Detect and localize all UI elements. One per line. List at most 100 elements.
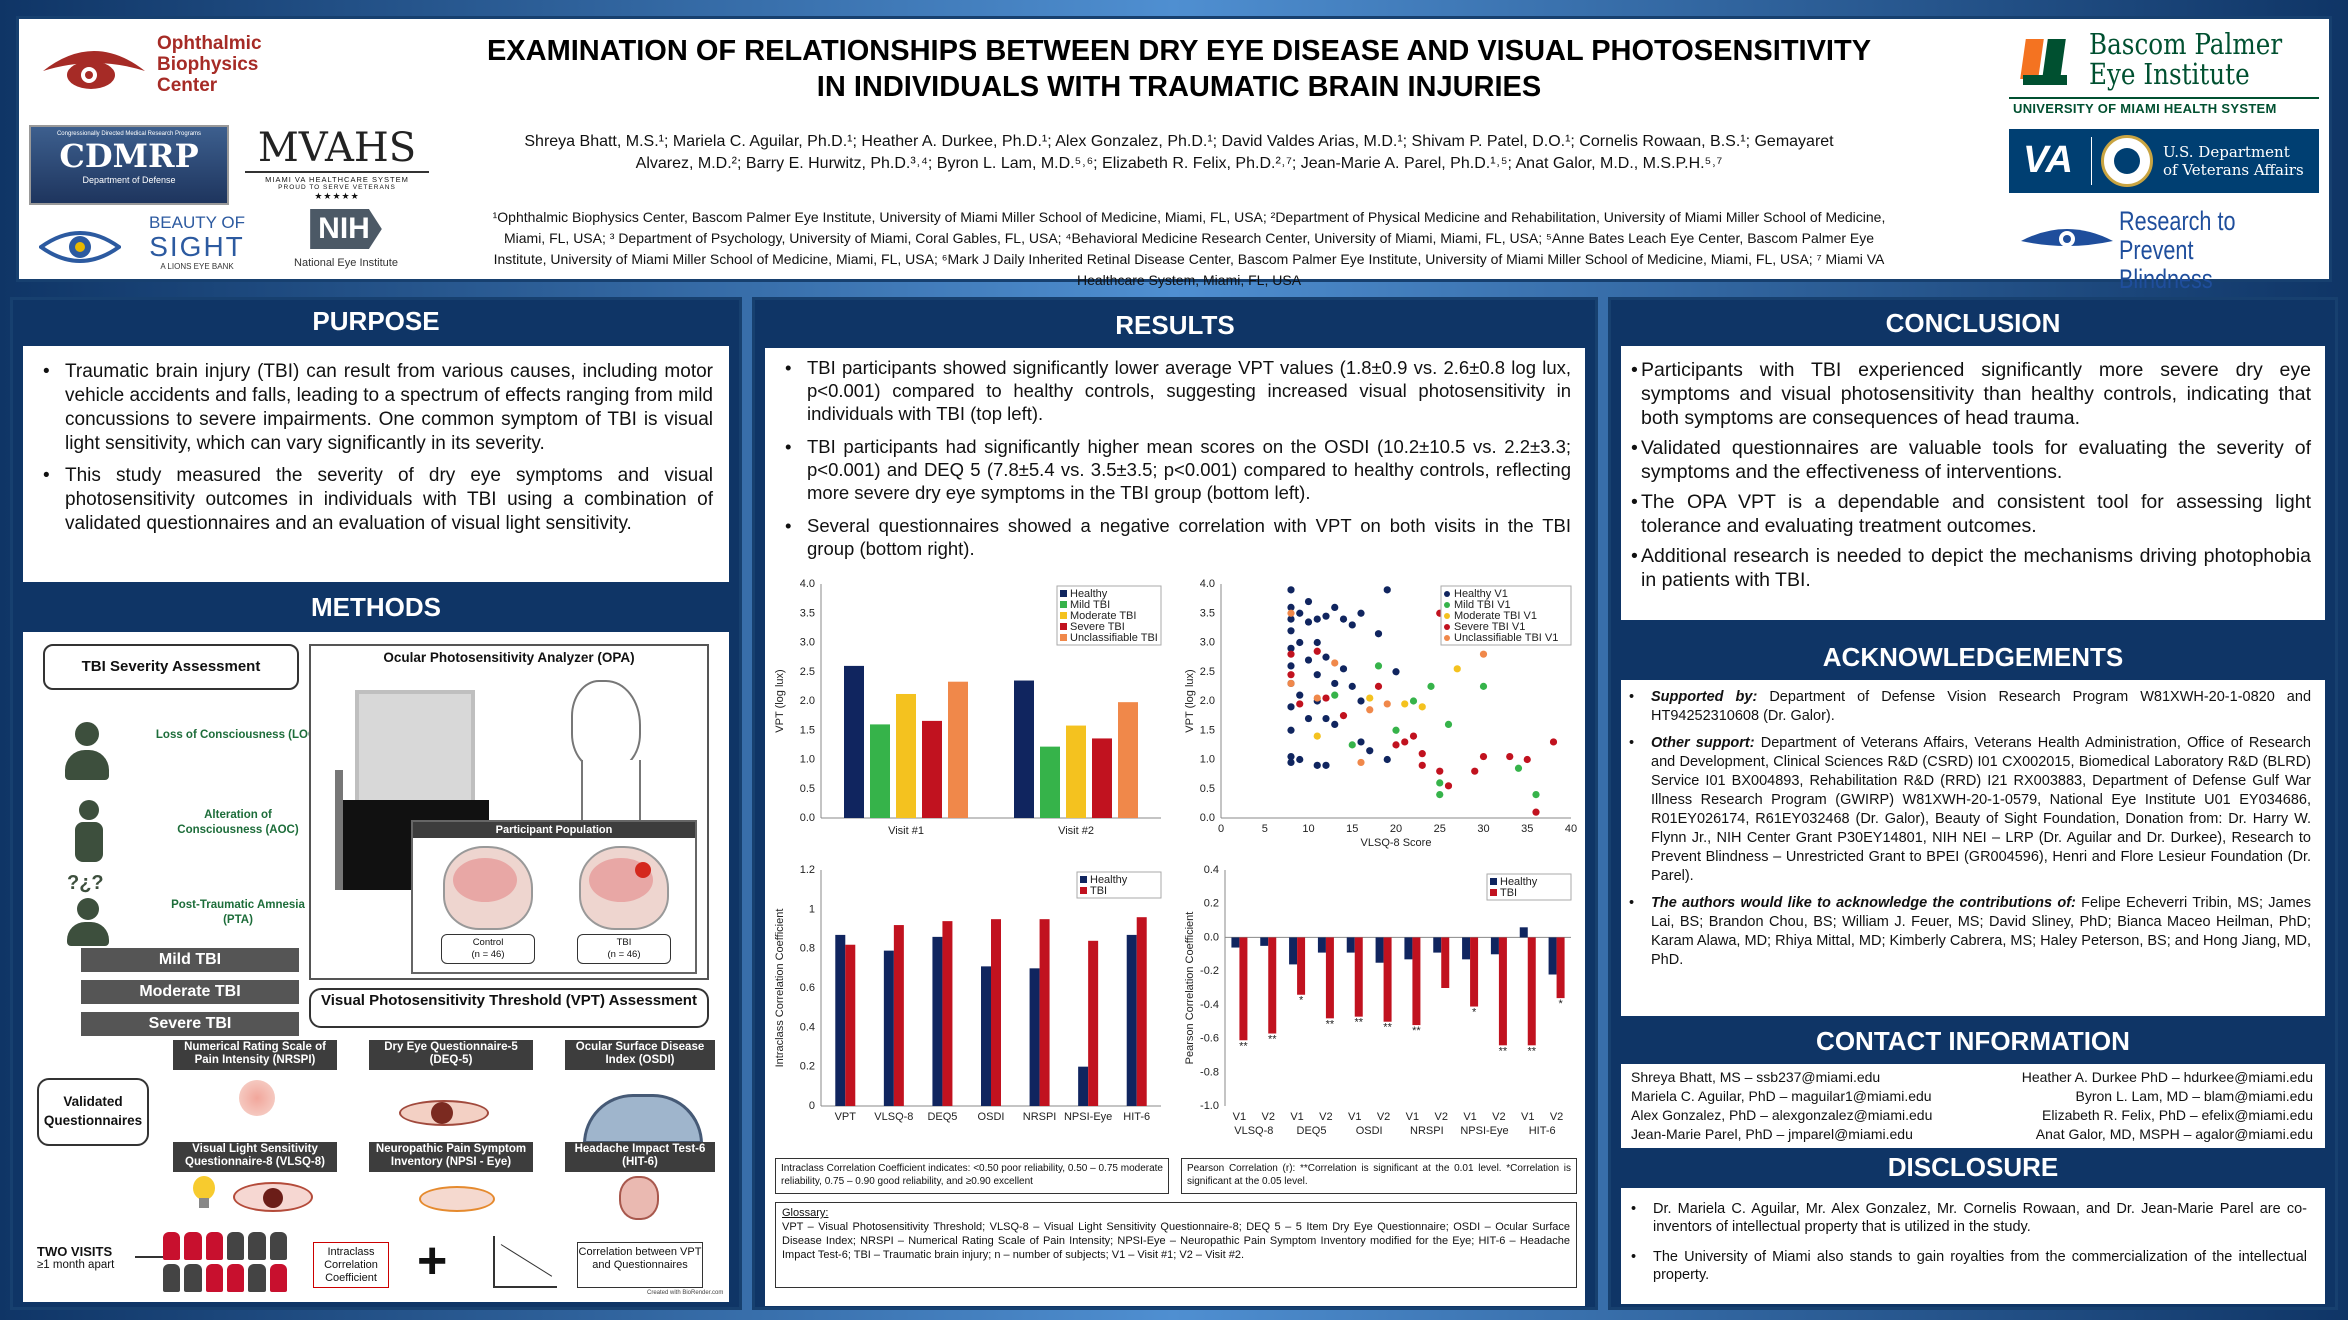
results-item: TBI participants showed significantly lo… <box>779 356 1571 425</box>
scatter-point <box>1296 609 1304 617</box>
cdmrp-sub: Department of Defense <box>82 175 176 185</box>
obc-name-line3: Center <box>157 75 218 96</box>
correlation-box: Correlation between VPT and Questionnair… <box>577 1242 703 1288</box>
methods-heading: METHODS <box>311 592 441 622</box>
y-tick-label: 2.0 <box>1200 695 1215 707</box>
scatter-point <box>1287 603 1295 611</box>
control-brain-icon <box>443 846 533 930</box>
x-group-label: HIT-6 <box>1529 1125 1556 1137</box>
y-tick-label: 0.4 <box>1204 864 1219 876</box>
scatter-point <box>1348 621 1356 629</box>
x-tick-label: Visit #1 <box>888 825 924 837</box>
x-group-label: NRSPI <box>1410 1125 1444 1137</box>
va-seal-icon <box>2101 135 2153 187</box>
y-tick-label: 2.0 <box>800 695 815 707</box>
legend-label: Healthy V1 <box>1454 588 1508 600</box>
cornea-icon <box>583 1078 703 1144</box>
pearson-chart: -1.0 -0.8 -0.6 -0.4 -0.2 0.0 0.2 0.4 Pearson Cor… <box>1184 864 1572 1137</box>
legend-box <box>1440 585 1572 646</box>
person-icon <box>63 722 111 780</box>
mild-tbi-label: Mild TBI <box>81 948 299 972</box>
opa-title: Ocular Photosensitivity Analyzer (OPA) <box>383 650 635 665</box>
bar <box>1548 937 1557 975</box>
bar <box>835 934 846 1106</box>
ack-authors-label: The authors would like to acknowledge th… <box>1651 895 2076 911</box>
x-tick-label: V2 <box>1319 1111 1332 1123</box>
pta-label: Post-Traumatic Amnesia (PTA) <box>171 899 305 926</box>
y-tick-label: 0.6 <box>800 982 815 994</box>
stars-icon: ★★★★★ <box>314 191 360 201</box>
bar <box>1039 919 1050 1106</box>
va-text: VA <box>2023 139 2073 181</box>
y-axis-label: Pearson Correlation Coefficient <box>1184 912 1196 1065</box>
scatter-point <box>1418 761 1426 769</box>
significance-mark: ** <box>1499 1045 1508 1057</box>
vpt-title: Visual Photosensitivity Threshold (VPT) … <box>321 992 697 1009</box>
scatter-point <box>1287 586 1295 594</box>
results-item: Several questionnaires showed a negative… <box>779 514 1571 560</box>
moderate-tbi-label: Moderate TBI <box>81 980 299 1004</box>
mvahs-sub2: PROUD TO SERVE VETERANS <box>278 184 396 191</box>
x-tick-label: 30 <box>1477 823 1489 835</box>
rpb-logo: Research to Prevent Blindness <box>2019 206 2319 294</box>
scatter-point <box>1287 703 1295 711</box>
scatter-point <box>1287 609 1295 617</box>
y-tick-label: 1 <box>809 903 815 915</box>
bar <box>896 693 916 818</box>
eye-drop-icon <box>399 1078 499 1138</box>
x-tick-label: V1 <box>1348 1111 1361 1123</box>
correlation-plot-icon <box>493 1236 557 1288</box>
scatter-point <box>1296 638 1304 647</box>
contact-entry: Elizabeth R. Felix, PhD – efelix@miami.e… <box>2042 1107 2313 1123</box>
legend-marker <box>1444 613 1450 619</box>
legend-swatch <box>1060 623 1067 630</box>
acknowledgements-panel: Supported by: Department of Defense Visi… <box>1621 680 2325 1016</box>
disclosure-item: The University of Miami also stands to g… <box>1625 1248 2307 1284</box>
icc-note: Intraclass Correlation Coefficient indic… <box>781 1163 1163 1187</box>
legend-swatch <box>1490 889 1497 896</box>
y-tick-label: 4.0 <box>1200 578 1215 590</box>
scatter-point <box>1436 767 1444 775</box>
significance-mark: ** <box>1326 1018 1335 1030</box>
rpb-line1: Research to <box>2119 206 2236 236</box>
legend-marker <box>1444 591 1450 597</box>
y-tick-label: -0.6 <box>1200 1033 1219 1045</box>
bar <box>1441 937 1450 988</box>
scatter-point <box>1392 668 1400 676</box>
bar <box>1014 680 1034 818</box>
vlsq8-label: Visual Light Sensitivity Questionnaire-8… <box>173 1142 337 1172</box>
x-tick-label: 15 <box>1346 823 1358 835</box>
nerve-eye-icon <box>419 1182 499 1216</box>
vpt-by-severity-chart: 0.0 0.5 1.0 1.5 2.0 2.5 3.0 3.5 4.0 VPT (log lux)… <box>774 578 1162 837</box>
bar <box>1126 934 1137 1106</box>
vpt-vs-vlsq8-chart: 0.0 0.5 1.0 1.5 2.0 2.5 3.0 3.5 4.0 VPT (log lux)… <box>1184 578 1577 849</box>
va-logo: VA U.S. Department of Veterans Affairs <box>2009 129 2319 193</box>
scatter-point <box>1322 694 1330 702</box>
validated-questionnaires-box: Validated Questionnaires <box>37 1078 149 1146</box>
x-group-label: NPSI-Eye <box>1460 1125 1508 1137</box>
scatter-point <box>1523 755 1531 764</box>
middle-column: RESULTS TBI participants showed signific… <box>752 297 1598 1310</box>
scatter-point <box>1304 656 1313 664</box>
scatter-point <box>1444 720 1453 728</box>
methods-panel: TBI Severity Assessment Loss of Consciou… <box>23 632 729 1302</box>
scatter-point <box>1366 747 1374 755</box>
y-axis-label: Intraclass Correlation Coefficient <box>774 909 786 1068</box>
scatter-point <box>1479 682 1488 690</box>
scatter-point <box>1339 712 1348 720</box>
bar <box>1556 937 1565 999</box>
bar <box>1092 738 1112 818</box>
scatter-point <box>1313 647 1321 655</box>
glossary-title: Glossary: <box>782 1207 829 1219</box>
icc-box: Intraclass Correlation Coefficient <box>313 1242 389 1288</box>
y-tick-label: 0.0 <box>800 812 815 824</box>
y-tick-label: 4.0 <box>800 578 815 590</box>
scatter-point <box>1357 758 1365 767</box>
x-tick-label: VLSQ-8 <box>874 1111 913 1123</box>
legend-swatch <box>1060 590 1067 597</box>
x-group-label: DEQ5 <box>1297 1125 1327 1137</box>
bascom-palmer-logo: Bascom Palmer Eye Institute UNIVERSITY O… <box>2009 29 2319 121</box>
mvahs-text: MVAHS <box>257 125 417 171</box>
conclusion-list: Participants with TBI experienced signif… <box>1621 346 2325 592</box>
scatter-point <box>1392 726 1400 734</box>
